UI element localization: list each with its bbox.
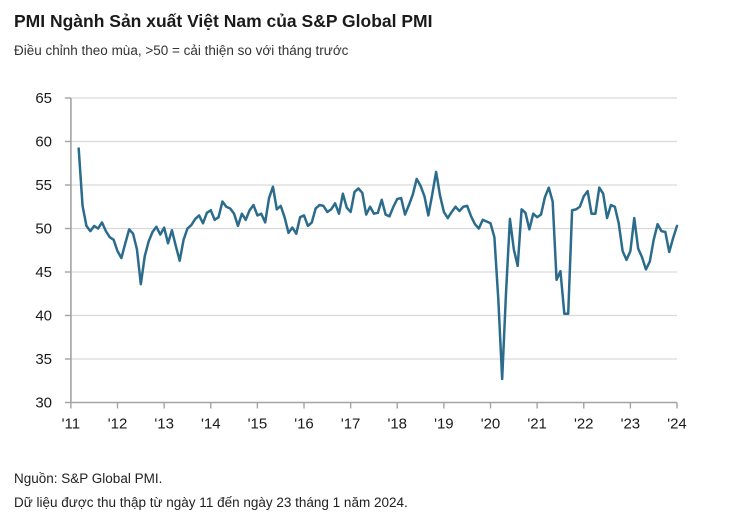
x-tick-label: '20 [481,416,501,433]
y-tick-label: 65 [35,90,52,107]
page-subtitle: Điều chỉnh theo mùa, >50 = cải thiện so … [14,43,349,58]
x-tick-label: '15 [248,416,268,433]
x-tick-label: '23 [621,416,641,433]
x-tick-label: '16 [294,416,314,433]
y-tick-label: 30 [35,395,52,412]
page-title: PMI Ngành Sản xuất Việt Nam của S&P Glob… [14,11,433,31]
collection-note: Dữ liệu được thu thập từ ngày 11 đến ngà… [14,495,408,510]
pmi-line-chart: 65 60 55 50 45 40 35 30 '11 '12 '13 '14 '15 '16 '17 '18… [35,90,687,433]
x-tick-label: '14 [201,416,221,433]
chart-footer: Nguồn: S&P Global PMI. Dữ liệu được thu … [14,467,408,515]
x-tick-label: '12 [108,416,128,433]
x-tick-label: '11 [62,416,80,433]
x-tick-label: '17 [341,416,361,433]
x-tick-label: '24 [667,416,687,433]
source-note: Nguồn: S&P Global PMI. [14,471,163,486]
pmi-line [77,147,679,381]
x-tick-label: '19 [434,416,454,433]
x-tick-label: '18 [387,416,407,433]
x-tick-label: '13 [154,416,174,433]
y-tick-label: 40 [35,308,52,325]
x-tick-label: '22 [574,416,594,433]
y-tick-label: 35 [35,351,52,368]
y-tick-label: 50 [35,221,52,238]
y-tick-label: 60 [35,134,52,151]
x-tick-label: '21 [527,416,547,433]
y-tick-label: 45 [35,264,52,281]
y-tick-label: 55 [35,177,52,194]
